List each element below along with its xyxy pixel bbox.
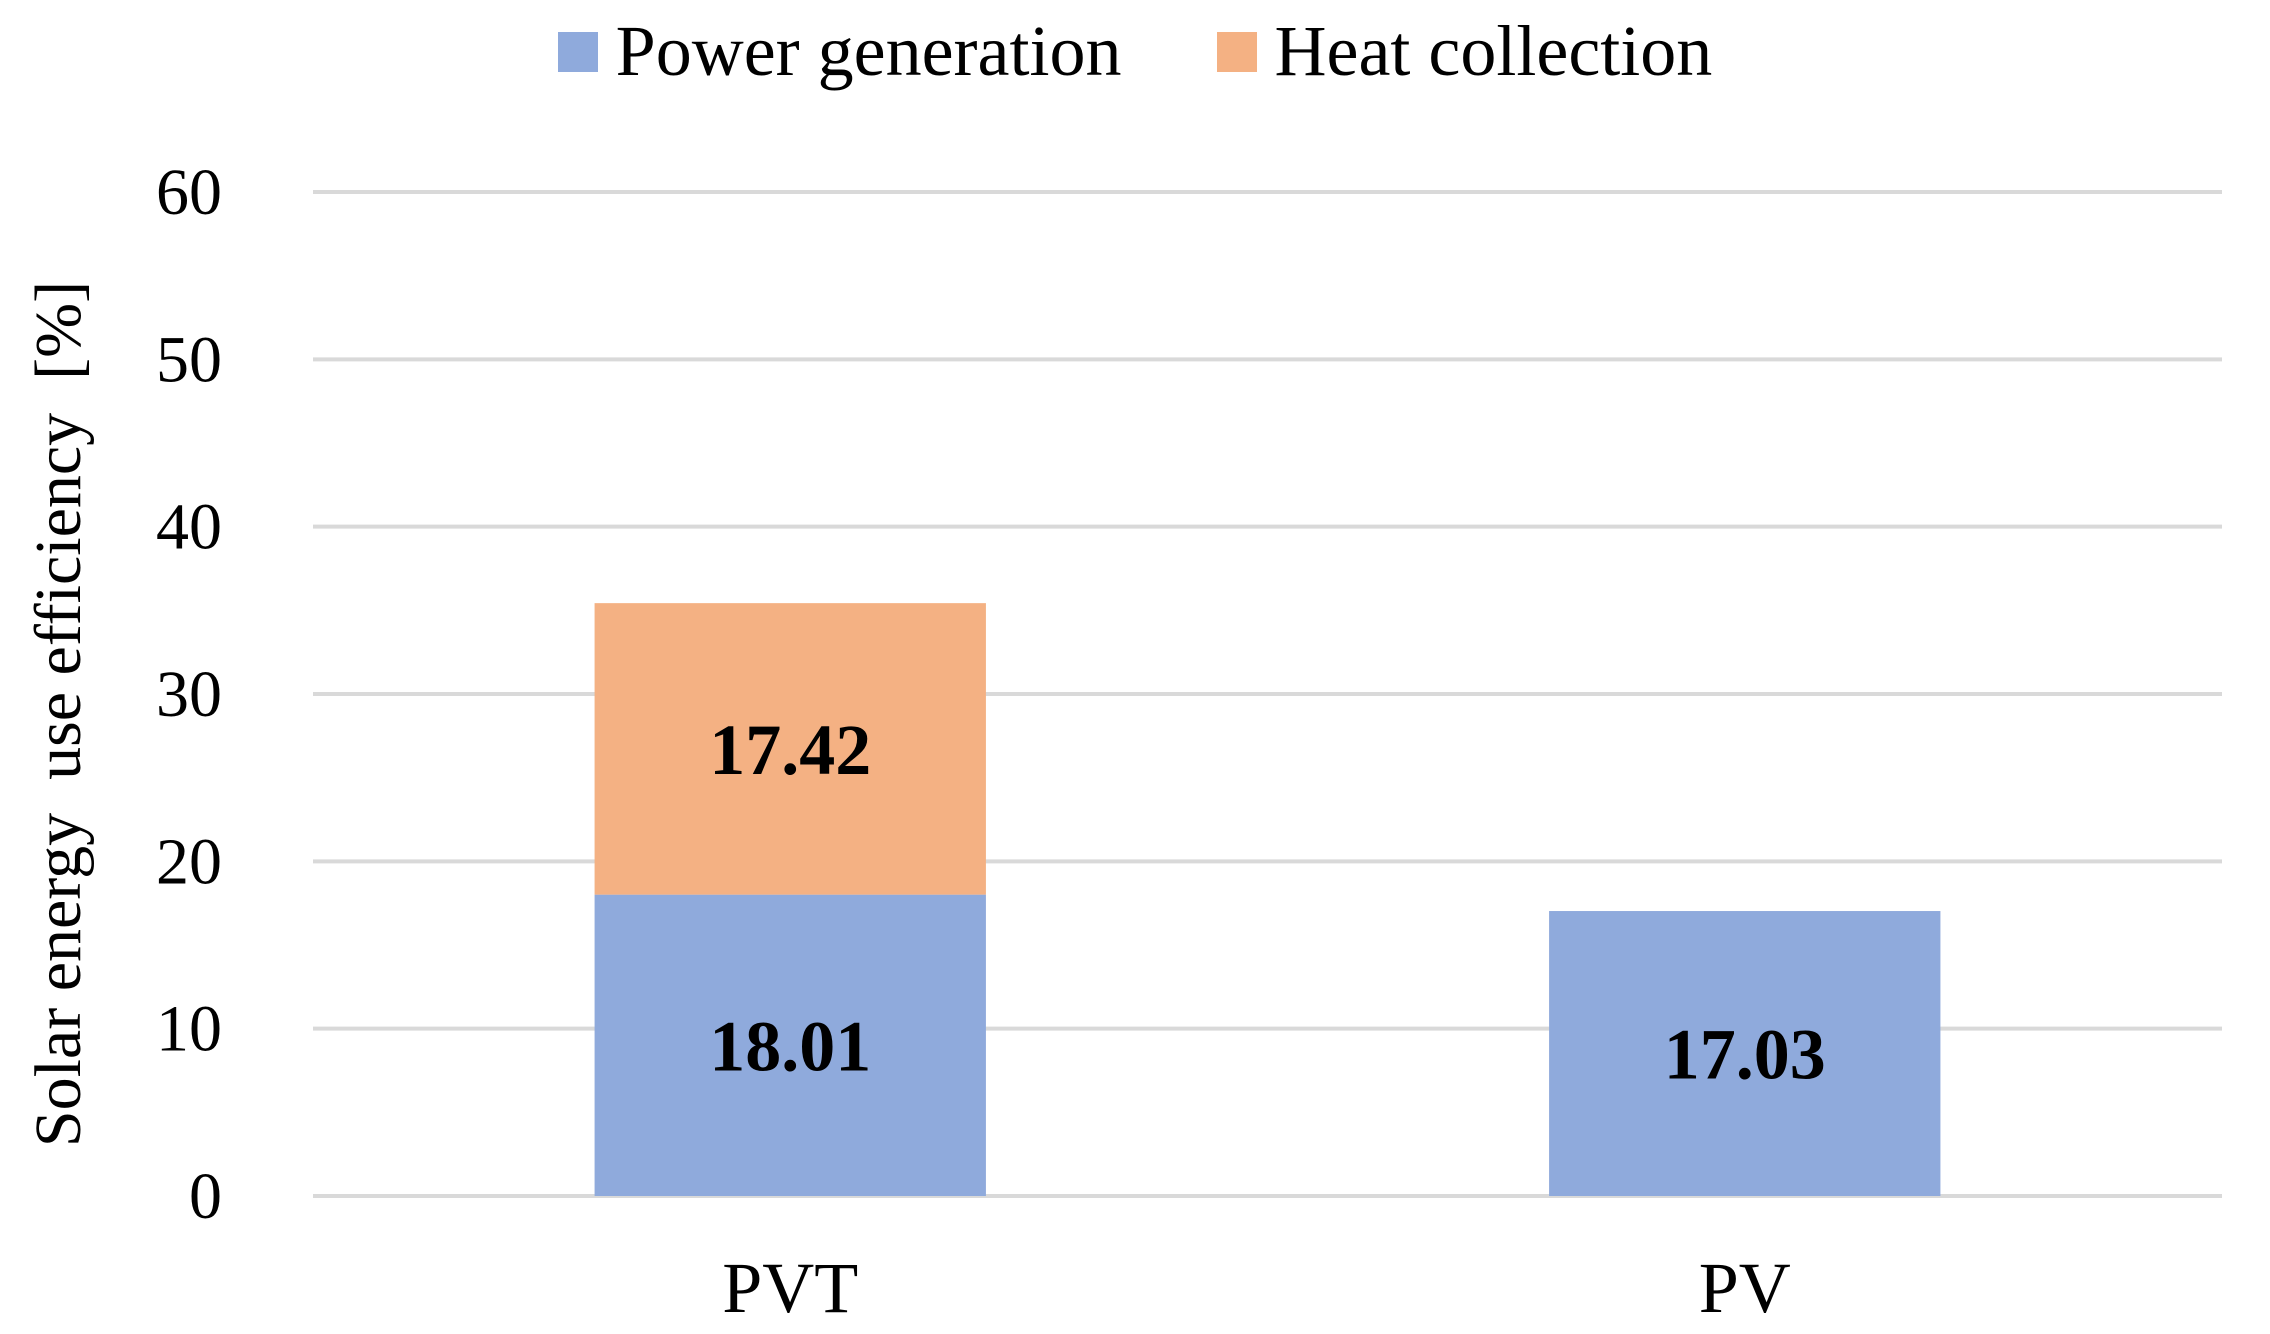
- x-axis-categories: PVT PV: [722, 1248, 1791, 1328]
- x-category-label-pvt: PVT: [722, 1248, 858, 1328]
- legend-swatch-heat-collection: [1216, 31, 1257, 72]
- bar-pvt-heat-collection: [594, 603, 986, 895]
- y-axis-title: Solar energy use efficiency [%]: [22, 281, 95, 1147]
- legend-item-heat-collection: Heat collection: [1216, 10, 1713, 93]
- legend-item-power-generation: Power generation: [557, 10, 1122, 93]
- data-labels: 18.01 17.42 17.03: [709, 710, 1826, 1095]
- legend-label-heat-collection: Heat collection: [1274, 11, 1713, 91]
- y-axis-ticks: 0 10 20 30 40 50 60: [156, 156, 222, 1233]
- legend: Power generation Heat collection: [0, 10, 2270, 93]
- y-tick-label-0: 0: [189, 1160, 222, 1233]
- x-category-label-pv: PV: [1699, 1248, 1791, 1328]
- legend-label-power-generation: Power generation: [615, 11, 1122, 91]
- y-tick-label-60: 60: [156, 156, 222, 229]
- bars: [594, 603, 1941, 1196]
- legend-swatch-power-generation: [557, 31, 598, 72]
- y-tick-label-30: 30: [156, 658, 222, 731]
- bar-pv-power-generation: [1549, 911, 1941, 1196]
- y-tick-label-20: 20: [156, 825, 222, 898]
- bar-pvt-power-generation: [594, 894, 986, 1196]
- y-tick-label-50: 50: [156, 323, 222, 396]
- y-tick-label-40: 40: [156, 491, 222, 564]
- data-label-pvt-power-generation: 18.01: [709, 1006, 871, 1086]
- data-label-pvt-heat-collection: 17.42: [709, 710, 871, 790]
- y-tick-label-10: 10: [156, 993, 222, 1066]
- data-label-pv-power-generation: 17.03: [1664, 1015, 1826, 1095]
